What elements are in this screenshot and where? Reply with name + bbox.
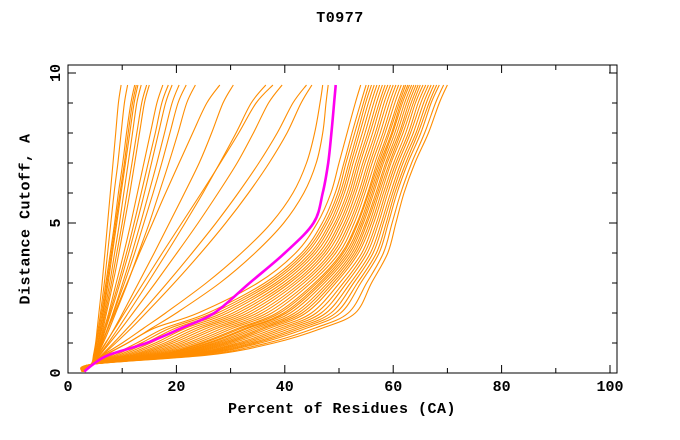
- model-curve: [82, 84, 378, 372]
- model-curve: [82, 84, 402, 372]
- model-curve: [81, 84, 394, 372]
- model-curve: [81, 84, 362, 372]
- highlighted-model-curve: [83, 84, 337, 373]
- model-curve: [81, 84, 400, 372]
- model-curve: [82, 84, 283, 372]
- model-curve: [81, 84, 448, 373]
- plot-border: [67, 64, 618, 374]
- x-tick-label: 40: [276, 379, 294, 396]
- x-tick-label: 20: [167, 379, 185, 396]
- y-tick-label: 10: [48, 64, 65, 82]
- model-curve: [81, 84, 136, 372]
- model-curve: [81, 84, 375, 372]
- model-curve: [82, 84, 324, 372]
- model-curve: [82, 84, 392, 372]
- model-curve: [80, 84, 438, 372]
- x-tick-label: 0: [63, 379, 72, 396]
- model-curve: [82, 84, 307, 372]
- x-axis-title: Percent of Residues (CA): [227, 401, 457, 418]
- model-curve: [81, 84, 389, 372]
- model-curve: [81, 84, 381, 372]
- model-curve: [83, 84, 386, 372]
- model-curve: [83, 84, 373, 372]
- y-axis-title: Distance Cutoff, A: [17, 133, 35, 305]
- chart-title: T0977: [316, 10, 364, 27]
- model-curve: [81, 84, 274, 372]
- model-curve: [82, 84, 383, 372]
- x-tick-label: 80: [493, 379, 511, 396]
- model-curve: [82, 84, 169, 372]
- model-curve: [83, 84, 397, 372]
- y-tick-label: 5: [48, 218, 65, 227]
- x-tick-label: 100: [596, 379, 623, 396]
- x-tick-label: 60: [384, 379, 402, 396]
- model-curve: [81, 84, 221, 372]
- model-curve: [81, 84, 370, 372]
- y-tick-label: 0: [48, 368, 65, 377]
